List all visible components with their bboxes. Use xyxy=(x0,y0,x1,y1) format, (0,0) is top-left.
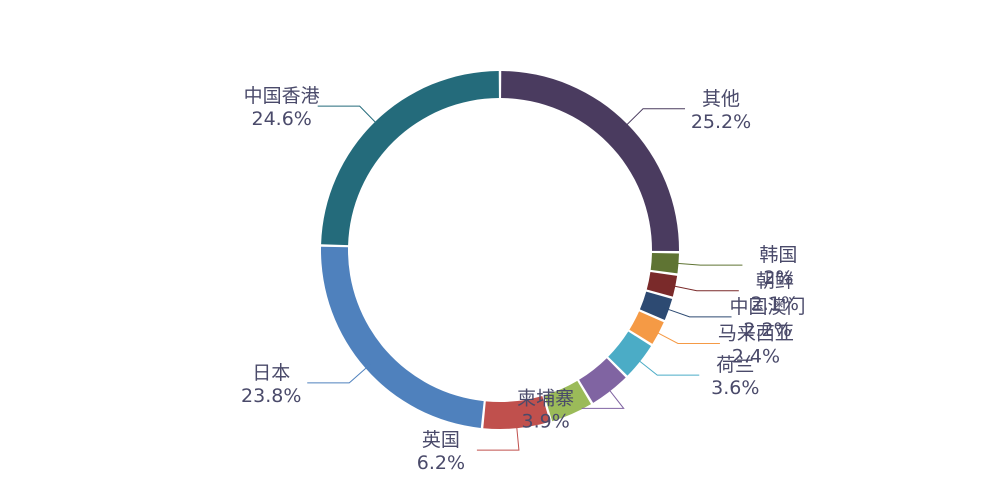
leader-line-3 xyxy=(662,307,732,318)
leader-line-2 xyxy=(669,284,739,292)
leader-line-4 xyxy=(652,330,720,344)
slice-label-name-2: 朝鲜 xyxy=(756,270,794,292)
slice-9[interactable] xyxy=(320,246,484,428)
slice-10[interactable] xyxy=(321,71,499,246)
slice-0[interactable] xyxy=(501,71,679,251)
slice-label-name-5: 荷兰 xyxy=(716,354,754,376)
slice-7[interactable] xyxy=(544,380,592,422)
slice-5[interactable] xyxy=(608,331,652,376)
leader-line-0 xyxy=(622,108,686,129)
slice-label-value-3: 2.2% xyxy=(743,319,791,341)
leader-lines-group xyxy=(307,105,743,451)
slice-label-name-6: 柬埔寨 xyxy=(517,387,574,409)
slice-6[interactable] xyxy=(579,358,626,403)
slice-label-name-10: 中国香港 xyxy=(244,85,320,107)
slice-label-name-1: 韩国 xyxy=(759,244,797,266)
slice-label-name-8: 英国 xyxy=(422,429,460,451)
slice-label-name-3: 中国澳门 xyxy=(730,296,806,318)
slice-3[interactable] xyxy=(639,291,673,320)
slice-2[interactable] xyxy=(646,271,678,297)
slice-label-value-10: 24.6% xyxy=(251,108,311,130)
slice-1[interactable] xyxy=(650,252,679,274)
slice-label-value-8: 6.2% xyxy=(417,452,465,474)
slice-label-value-0: 25.2% xyxy=(691,111,751,133)
slice-label-name-0: 其他 xyxy=(702,88,740,110)
slice-label-value-6: 3.9% xyxy=(522,410,570,432)
slice-label-value-1: 2% xyxy=(763,267,793,289)
slice-label-name-9: 日本 xyxy=(252,362,290,384)
slices-group xyxy=(320,71,679,429)
slice-8[interactable] xyxy=(483,395,550,429)
leader-line-9 xyxy=(307,364,371,384)
slice-label-value-5: 3.6% xyxy=(711,377,759,399)
leader-line-5 xyxy=(635,357,700,376)
leader-line-10 xyxy=(317,105,380,127)
slice-label-value-9: 23.8% xyxy=(241,385,301,407)
leader-line-6 xyxy=(581,386,625,409)
slice-label-name-4: 马来西亚 xyxy=(718,322,794,344)
slice-label-value-2: 2.1% xyxy=(751,293,799,315)
leader-line-8 xyxy=(476,422,520,451)
slice-label-value-4: 2.4% xyxy=(732,345,780,367)
slice-4[interactable] xyxy=(629,311,664,344)
leader-line-1 xyxy=(672,262,743,266)
